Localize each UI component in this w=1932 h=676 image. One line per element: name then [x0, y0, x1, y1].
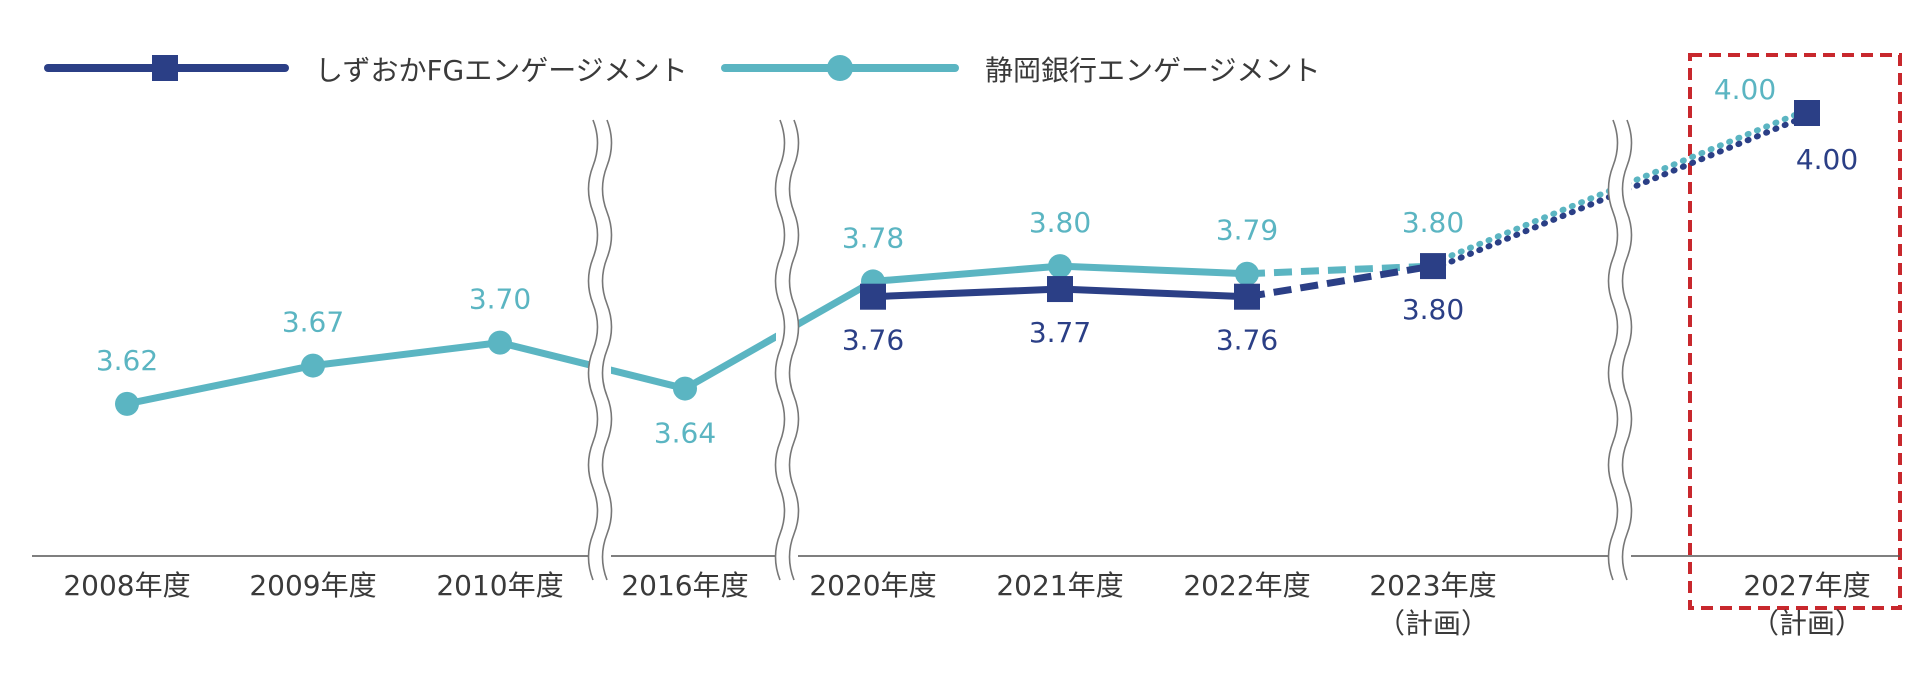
fg-data-point	[1047, 276, 1073, 303]
axis-break-line	[601, 119, 613, 581]
fg-data-point	[1234, 283, 1260, 310]
legend-fg-label: しずおかFGエンゲージメント	[315, 54, 688, 87]
bank-data-point	[301, 353, 325, 378]
bank-data-label: 3.62	[96, 344, 158, 377]
x-tick-label: 2009年度	[249, 569, 376, 602]
fg-data-point	[1794, 100, 1820, 126]
series-markers	[115, 100, 1820, 416]
bank-data-label: 3.78	[842, 221, 904, 254]
bank-data-label: 3.80	[1029, 206, 1091, 239]
bank-data-point	[115, 391, 139, 416]
x-tick-label: 2022年度	[1183, 569, 1310, 602]
x-tick-label: 2027年度	[1743, 569, 1870, 602]
bank-data-point	[1235, 261, 1259, 286]
legend: しずおかFGエンゲージメント 静岡銀行エンゲージメント	[44, 54, 1320, 87]
fg-data-label: 3.77	[1029, 316, 1091, 349]
legend-fg-square-marker	[152, 55, 178, 81]
x-tick-label: 2008年度	[63, 569, 190, 602]
x-axis-ticks: 2008年度 2009年度 2010年度 2016年度 2020年度 2021年度 2022…	[63, 569, 1870, 640]
axis-breaks	[587, 119, 1633, 581]
bank-data-point	[1048, 254, 1072, 279]
bank-data-label: 3.80	[1402, 206, 1464, 239]
x-tick-sublabel: （計画）	[1377, 607, 1489, 640]
fg-data-label: 3.80	[1402, 293, 1464, 326]
x-tick-label: 2010年度	[436, 569, 563, 602]
axis-break-line	[788, 119, 800, 581]
x-tick-label: 2020年度	[809, 569, 936, 602]
legend-bank-circle-marker	[827, 55, 853, 81]
bank-data-point	[673, 376, 697, 401]
bank-data-label: 3.64	[654, 417, 716, 450]
bank-data-label: 3.79	[1216, 214, 1278, 247]
fg-data-label: 3.76	[1216, 324, 1278, 357]
axis-break-line	[587, 119, 599, 581]
fg-data-point	[860, 283, 886, 310]
fg-data-label: 4.00	[1796, 143, 1858, 176]
legend-bank-label: 静岡銀行エンゲージメント	[985, 54, 1320, 87]
fg-data-label: 3.76	[842, 324, 904, 357]
fg-data-point	[1420, 253, 1446, 280]
planned-highlight-box	[1688, 53, 1902, 610]
bank-data-label: 4.00	[1714, 73, 1776, 106]
x-tick-sublabel: （計画）	[1751, 607, 1863, 640]
axis-break-mask	[1609, 120, 1631, 580]
axis-break-line	[774, 119, 786, 581]
data-labels: 3.76 3.77 3.76 3.80 4.00 3.62 3.67 3.70 3.64 3.78…	[96, 73, 1858, 450]
axis-break-mask	[776, 120, 798, 580]
bank-data-label: 3.70	[469, 283, 531, 316]
axis-break-line	[1607, 119, 1619, 581]
axis-break-line	[1621, 119, 1633, 581]
x-tick-label: 2023年度	[1369, 569, 1496, 602]
x-tick-label: 2016年度	[621, 569, 748, 602]
x-tick-label: 2021年度	[996, 569, 1123, 602]
bank-data-point	[488, 330, 512, 355]
bank-data-label: 3.67	[282, 306, 344, 339]
fg-series-line-dashed	[1246, 262, 1434, 301]
bank-series-line-dashed	[1246, 262, 1434, 278]
axis-break-mask	[589, 120, 611, 580]
series-lines	[123, 107, 1810, 408]
